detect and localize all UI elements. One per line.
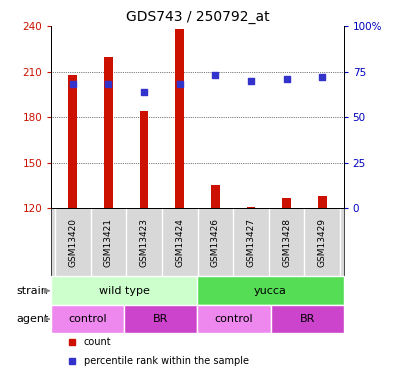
Point [177,81,183,87]
Text: BR: BR [299,314,315,324]
Point [70,81,76,87]
Bar [211,186,220,208]
Bar [175,29,184,208]
Point [284,76,290,82]
Text: GSM13429: GSM13429 [318,218,327,267]
Bar [51,276,198,305]
Point [105,81,111,87]
Point [212,72,218,78]
Bar [51,305,124,333]
Text: strain: strain [17,286,49,296]
Bar [124,305,198,333]
Text: GSM13420: GSM13420 [68,218,77,267]
Text: agent: agent [16,314,49,324]
Bar [198,305,271,333]
Text: percentile rank within the sample: percentile rank within the sample [83,356,248,366]
Point [141,89,147,95]
Text: GSM13423: GSM13423 [139,218,149,267]
Bar [271,305,344,333]
Bar [68,75,77,208]
Text: control: control [69,314,107,324]
Text: control: control [215,314,253,324]
Point [248,78,254,84]
Point [319,74,325,80]
Text: BR: BR [153,314,169,324]
Bar [139,111,149,208]
Text: wild type: wild type [99,286,150,296]
Text: GSM13428: GSM13428 [282,218,291,267]
Text: GSM13424: GSM13424 [175,218,184,267]
Text: yucca: yucca [254,286,287,296]
Title: GDS743 / 250792_at: GDS743 / 250792_at [126,10,269,24]
Text: count: count [83,337,111,347]
Text: GSM13421: GSM13421 [104,218,113,267]
Text: GSM13427: GSM13427 [246,218,256,267]
Bar [246,207,256,208]
Bar [318,196,327,208]
Bar [198,276,344,305]
Bar [104,57,113,208]
Bar [282,198,291,208]
Text: GSM13426: GSM13426 [211,218,220,267]
